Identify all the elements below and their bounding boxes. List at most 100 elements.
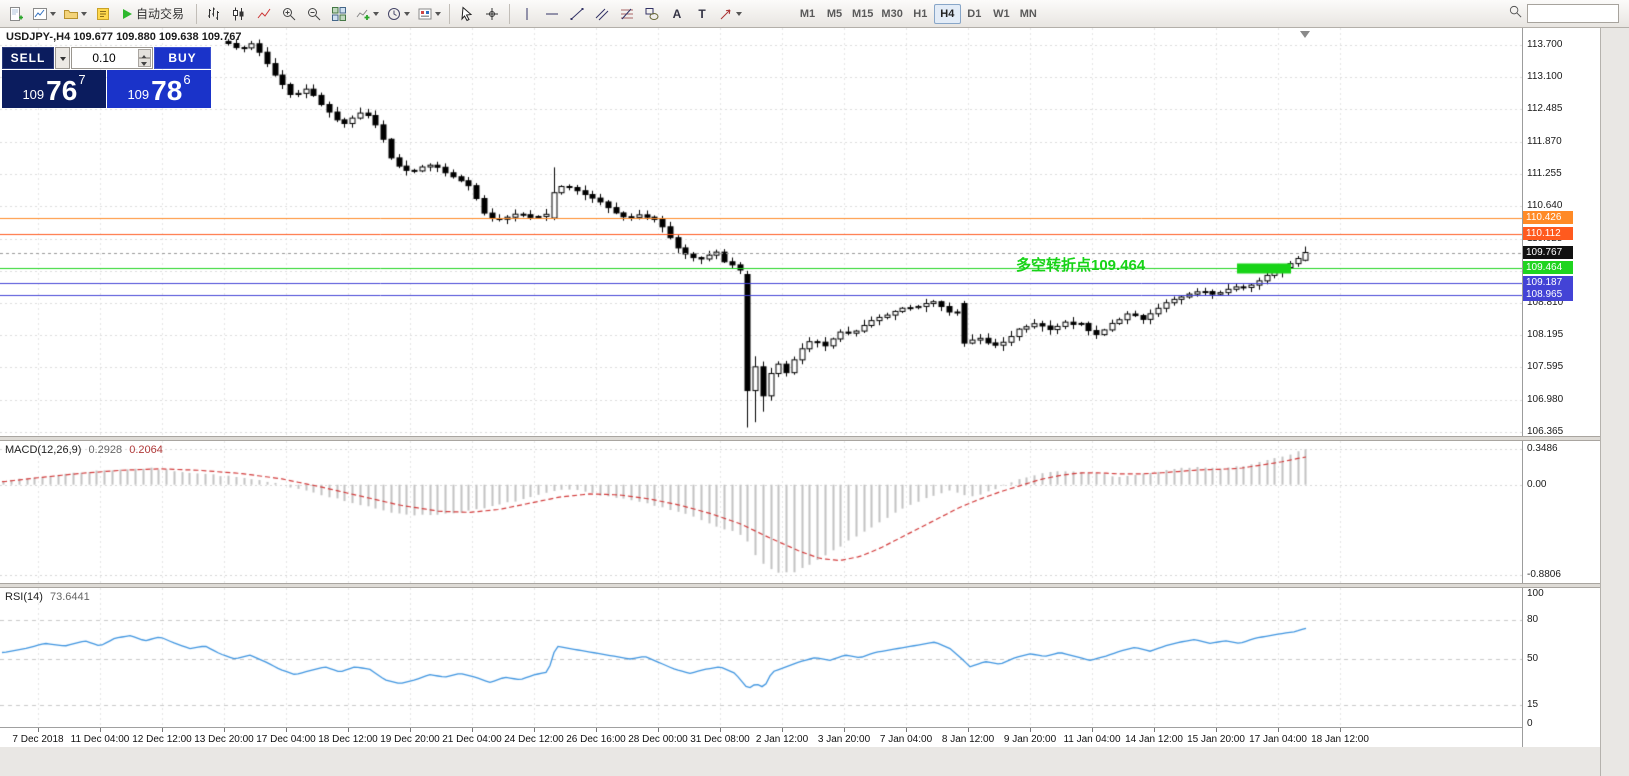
price-axis-label: 108.810 [1527,297,1564,308]
label-tool-icon: T [698,6,706,21]
price-axis-label: 80 [1527,614,1539,625]
shapes-tool-button[interactable] [640,3,664,25]
price-line-label: 108.965 [1523,288,1573,301]
sell-price-sup: 7 [78,72,86,87]
vertical-line-tool-button[interactable] [515,3,539,25]
autotrading-button[interactable]: 自动交易 [116,3,191,25]
price-axis[interactable]: 113.700 113.100 112.485 111.870 111.255 110.6… [1522,28,1600,747]
label-tool-button[interactable]: T [690,3,714,25]
macd-signal-value: 0.2064 [129,444,163,456]
channel-tool-button[interactable] [590,3,614,25]
price-axis-label: 111.870 [1527,136,1562,147]
pane-divider-macd[interactable] [0,436,1600,441]
tile-windows-button[interactable] [327,3,351,25]
timeframe-m5[interactable]: M5 [826,7,843,20]
zoom-in-button[interactable] [277,3,301,25]
new-order-icon [8,6,24,22]
shapes-icon [644,6,660,22]
time-axis-label: 7 Dec 2018 [12,734,64,745]
time-axis-label: 21 Dec 04:00 [442,734,502,745]
chevron-down-icon [373,12,380,19]
arrows-tool-button[interactable] [715,3,745,25]
one-click-trading-panel: SELL BUY 109 76 7 109 [2,47,211,108]
sell-button[interactable]: SELL [2,47,54,69]
new-chart-icon [32,6,48,22]
sell-price-display[interactable]: 109 76 7 [2,70,106,108]
chevron-down-icon [81,12,87,19]
price-axis-label: 0.00 [1527,479,1547,490]
metaeditor-icon [95,6,111,22]
time-axis-tick [162,728,163,732]
time-axis-tick [38,728,39,732]
main-chart-canvas[interactable] [0,28,1522,436]
rsi-pane-canvas[interactable] [0,588,1522,727]
chevron-down-icon [50,12,56,19]
pane-divider-rsi[interactable] [0,583,1600,588]
timeframe-m15[interactable]: M15 [852,7,874,20]
periods-button[interactable] [383,3,413,25]
timeframe-m30[interactable]: M30 [881,7,903,20]
buy-price-display[interactable]: 109 78 6 [107,70,211,108]
search-input[interactable] [1527,4,1619,23]
bar-chart-button[interactable] [202,3,226,25]
candlestick-chart-button[interactable] [227,3,251,25]
time-axis-tick [224,728,225,732]
time-axis[interactable]: 7 Dec 2018 11 Dec 04:00 12 Dec 12:00 13 Dec… [0,727,1522,747]
sell-price-big: 76 [46,75,78,106]
time-axis-tick [1340,728,1341,732]
macd-main-value: 0.2928 [88,444,123,456]
time-axis-tick [1154,728,1155,732]
chart-shift-marker-icon[interactable] [1300,31,1310,38]
rsi-indicator-label: RSI(14) 73.6441 [5,591,90,603]
crosshair-button[interactable] [480,3,504,25]
zoom-out-button[interactable] [302,3,326,25]
time-axis-tick [100,728,101,732]
time-axis-tick [1030,728,1031,732]
tile-windows-icon [331,6,347,22]
new-chart-button[interactable] [29,3,59,25]
macd-indicator-label: MACD(12,26,9) 0.2928 0.2064 [5,444,163,456]
fibonacci-tool-button[interactable] [615,3,639,25]
chevron-down-icon [435,12,442,19]
lot-increase-button[interactable] [138,49,151,59]
indicators-icon [355,6,371,22]
time-axis-label: 12 Dec 12:00 [132,734,192,745]
price-axis-label: 0.3486 [1527,443,1558,454]
templates-button[interactable] [414,3,444,25]
horizontal-line-tool-button[interactable] [540,3,564,25]
timeframe-group: M1 M5 M15 M30 H1 H4 D1 W1 MN [794,3,1042,24]
time-axis-tick [658,728,659,732]
metaeditor-button[interactable] [91,3,115,25]
indicators-button[interactable] [352,3,382,25]
lot-size-input[interactable] [72,48,136,68]
timeframe-w1[interactable]: W1 [993,7,1010,20]
trendline-tool-button[interactable] [565,3,589,25]
right-scrollbar-strip[interactable] [1600,28,1629,776]
chevron-down-icon [736,12,743,19]
timeframe-mn[interactable]: MN [1019,7,1037,20]
pivot-annotation-text[interactable]: 多空转折点109.464 [1016,257,1146,274]
profiles-button[interactable] [60,3,90,25]
price-axis-label: 106.980 [1527,394,1564,405]
timeframe-h1[interactable]: H1 [913,7,928,20]
price-line-label: 109.187 [1523,276,1573,289]
timeframe-h4[interactable]: H4 [933,3,961,24]
time-axis-tick [1216,728,1217,732]
timeframe-d1[interactable]: D1 [967,7,982,20]
time-axis-tick [1278,728,1279,732]
time-axis-tick [410,728,411,732]
time-axis-label: 17 Dec 04:00 [256,734,316,745]
new-order-button[interactable] [4,3,28,25]
order-type-dropdown[interactable] [55,47,70,69]
buy-button[interactable]: BUY [154,47,211,69]
lot-decrease-button[interactable] [138,58,151,67]
time-axis-label: 11 Jan 04:00 [1063,734,1121,745]
price-axis-label: 50 [1527,653,1539,664]
timeframe-m1[interactable]: M1 [799,7,816,20]
text-tool-button[interactable]: A [665,3,689,25]
zoom-in-icon [281,6,297,22]
macd-pane-canvas[interactable] [0,441,1522,583]
fibonacci-icon [619,6,635,22]
cursor-button[interactable] [455,3,479,25]
line-chart-button[interactable] [252,3,276,25]
